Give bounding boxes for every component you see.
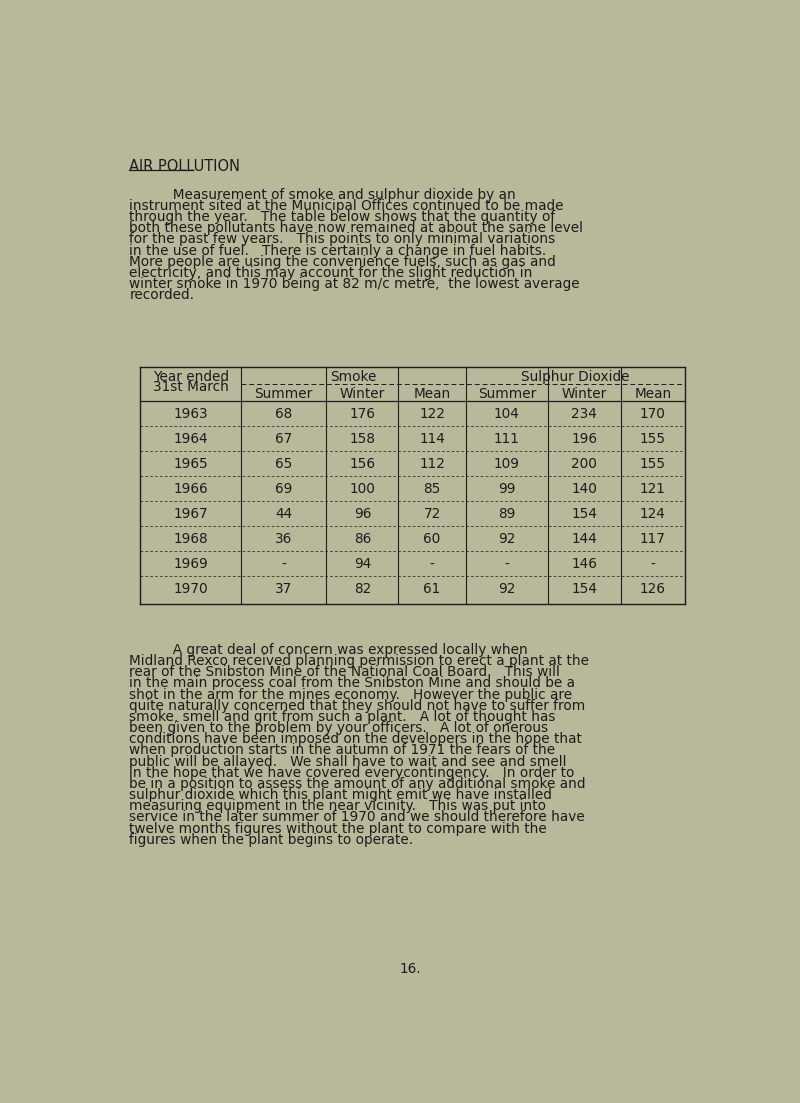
Text: Measurement of smoke and sulphur dioxide by an: Measurement of smoke and sulphur dioxide… xyxy=(130,188,516,202)
Text: -: - xyxy=(505,557,510,571)
Text: in the hope that we have covered everycontingency.   In order to: in the hope that we have covered everyco… xyxy=(130,765,575,780)
Text: 155: 155 xyxy=(640,458,666,471)
Text: been given to the problem by your officers.   A lot of onerous: been given to the problem by your office… xyxy=(130,721,549,735)
Text: 44: 44 xyxy=(275,507,292,522)
Text: 154: 154 xyxy=(571,507,598,522)
Text: 65: 65 xyxy=(275,458,292,471)
Text: Sulphur Dioxide: Sulphur Dioxide xyxy=(522,371,630,384)
Text: -: - xyxy=(282,557,286,571)
Text: 154: 154 xyxy=(571,582,598,597)
Text: 31st March: 31st March xyxy=(153,379,229,394)
Text: service in the later summer of 1970 and we should therefore have: service in the later summer of 1970 and … xyxy=(130,811,586,824)
Text: Winter: Winter xyxy=(562,387,607,401)
Text: 16.: 16. xyxy=(399,963,421,976)
Text: conditions have been imposed on the developers in the hope that: conditions have been imposed on the deve… xyxy=(130,732,582,747)
Text: winter smoke in 1970 being at 82 m/c metre,  the lowest average: winter smoke in 1970 being at 82 m/c met… xyxy=(130,277,580,291)
Text: 60: 60 xyxy=(423,533,441,546)
Text: 89: 89 xyxy=(498,507,515,522)
Text: 122: 122 xyxy=(419,407,445,421)
Text: 104: 104 xyxy=(494,407,520,421)
Text: 1966: 1966 xyxy=(174,482,208,496)
Text: rear of the Snibston Mine of the National Coal Board.   This will: rear of the Snibston Mine of the Nationa… xyxy=(130,665,560,679)
Text: both these pollutants have now remained at about the same level: both these pollutants have now remained … xyxy=(130,222,583,235)
Text: 111: 111 xyxy=(494,432,520,447)
Text: 100: 100 xyxy=(350,482,375,496)
Text: -: - xyxy=(430,557,434,571)
Text: 146: 146 xyxy=(571,557,598,571)
Text: 117: 117 xyxy=(640,533,666,546)
Text: Smoke: Smoke xyxy=(330,371,377,384)
Text: 37: 37 xyxy=(275,582,292,597)
Text: 1970: 1970 xyxy=(174,582,208,597)
Text: 121: 121 xyxy=(640,482,666,496)
Text: 158: 158 xyxy=(350,432,375,447)
Text: 82: 82 xyxy=(354,582,371,597)
Text: Summer: Summer xyxy=(478,387,536,401)
Text: Winter: Winter xyxy=(340,387,385,401)
Text: 72: 72 xyxy=(423,507,441,522)
Text: 36: 36 xyxy=(275,533,292,546)
Text: Year ended: Year ended xyxy=(153,371,229,384)
Text: be in a position to assess the amount of any additional smoke and: be in a position to assess the amount of… xyxy=(130,777,586,791)
Text: 94: 94 xyxy=(354,557,371,571)
Text: A great deal of concern was expressed locally when: A great deal of concern was expressed lo… xyxy=(130,643,528,657)
Text: More people are using the convenience fuels, such as gas and: More people are using the convenience fu… xyxy=(130,255,556,269)
Text: recorded.: recorded. xyxy=(130,288,194,302)
Text: 61: 61 xyxy=(423,582,441,597)
Text: in the main process coal from the Snibston Mine and should be a: in the main process coal from the Snibst… xyxy=(130,676,575,690)
Text: in the use of fuel.   There is certainly a change in fuel habits.: in the use of fuel. There is certainly a… xyxy=(130,244,546,258)
Text: 126: 126 xyxy=(640,582,666,597)
Text: 92: 92 xyxy=(498,582,515,597)
Text: Mean: Mean xyxy=(634,387,671,401)
Text: 68: 68 xyxy=(275,407,292,421)
Text: Midland Rexco received planning permission to erect a plant at the: Midland Rexco received planning permissi… xyxy=(130,654,590,668)
Text: Mean: Mean xyxy=(414,387,450,401)
Text: -: - xyxy=(650,557,655,571)
Text: measuring equipment in the near vicinity.   This was put into: measuring equipment in the near vicinity… xyxy=(130,800,546,813)
Text: quite naturally concerned that they should not have to suffer from: quite naturally concerned that they shou… xyxy=(130,698,586,713)
Text: AIR POLLUTION: AIR POLLUTION xyxy=(130,159,241,174)
Text: 114: 114 xyxy=(419,432,445,447)
Text: 85: 85 xyxy=(423,482,441,496)
Text: 1968: 1968 xyxy=(174,533,208,546)
Text: 144: 144 xyxy=(571,533,598,546)
Text: 200: 200 xyxy=(571,458,598,471)
Text: 67: 67 xyxy=(275,432,292,447)
Text: 96: 96 xyxy=(354,507,371,522)
Text: when production starts in the autumn of 1971 the fears of the: when production starts in the autumn of … xyxy=(130,743,555,758)
Text: Summer: Summer xyxy=(254,387,313,401)
Text: 99: 99 xyxy=(498,482,516,496)
Text: electricity, and this may account for the slight reduction in: electricity, and this may account for th… xyxy=(130,266,533,280)
Text: 124: 124 xyxy=(640,507,666,522)
Text: 109: 109 xyxy=(494,458,520,471)
Text: 234: 234 xyxy=(571,407,598,421)
Text: 170: 170 xyxy=(640,407,666,421)
Text: twelve months figures without the plant to compare with the: twelve months figures without the plant … xyxy=(130,822,547,835)
Text: sulphur dioxide which this plant might emit we have installed: sulphur dioxide which this plant might e… xyxy=(130,788,552,802)
Text: 112: 112 xyxy=(419,458,445,471)
Text: smoke, smell and grit from such a plant.   A lot of thought has: smoke, smell and grit from such a plant.… xyxy=(130,710,556,724)
Text: 156: 156 xyxy=(350,458,375,471)
Text: for the past few years.   This points to only minimal variations: for the past few years. This points to o… xyxy=(130,233,556,246)
Text: 86: 86 xyxy=(354,533,371,546)
Text: 1965: 1965 xyxy=(174,458,208,471)
Text: public will be allayed.   We shall have to wait and see and smell: public will be allayed. We shall have to… xyxy=(130,754,567,769)
Text: figures when the plant begins to operate.: figures when the plant begins to operate… xyxy=(130,833,414,847)
Text: 1969: 1969 xyxy=(174,557,208,571)
Text: 69: 69 xyxy=(275,482,292,496)
Text: instrument sited at the Municipal Offices continued to be made: instrument sited at the Municipal Office… xyxy=(130,199,564,213)
Text: 140: 140 xyxy=(571,482,598,496)
Text: 176: 176 xyxy=(350,407,375,421)
Text: shot in the arm for the mines economy.   However the public are: shot in the arm for the mines economy. H… xyxy=(130,687,573,702)
Text: 155: 155 xyxy=(640,432,666,447)
Text: 92: 92 xyxy=(498,533,515,546)
Text: 196: 196 xyxy=(571,432,598,447)
Text: 1964: 1964 xyxy=(174,432,208,447)
Text: 1963: 1963 xyxy=(174,407,208,421)
Text: 1967: 1967 xyxy=(174,507,208,522)
Text: through the year.   The table below shows that the quantity of: through the year. The table below shows … xyxy=(130,211,555,224)
